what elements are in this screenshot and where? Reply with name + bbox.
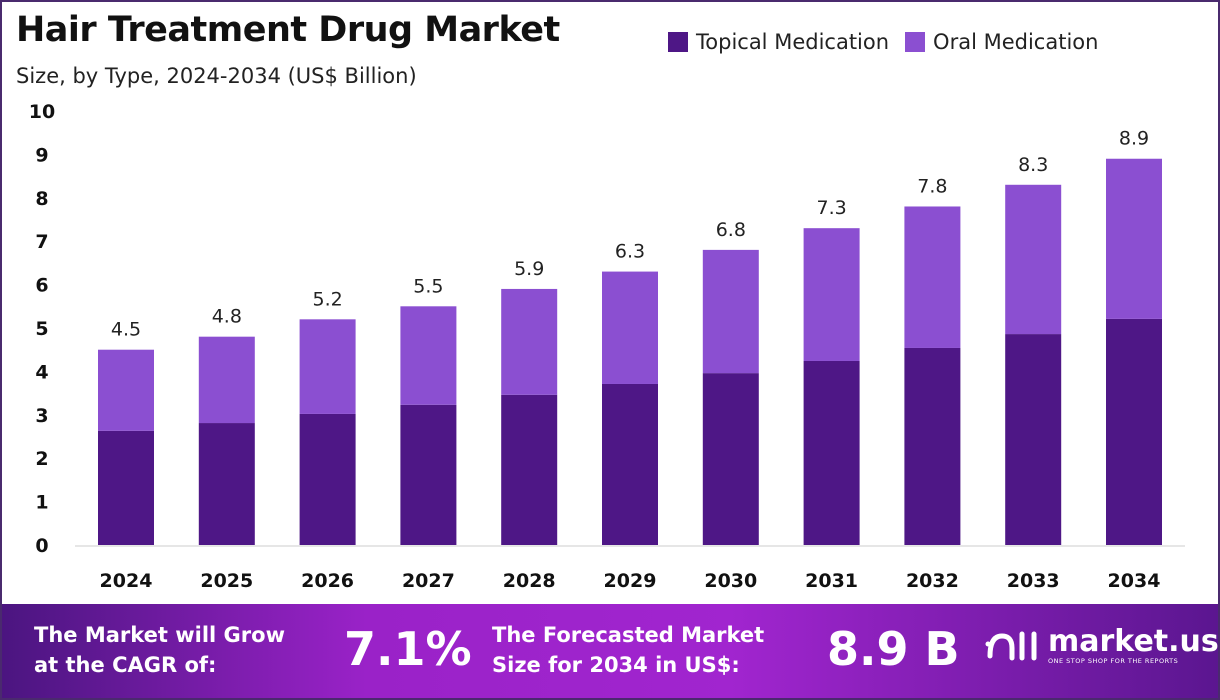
- bar-oral: [501, 288, 558, 395]
- legend-item-topical: Topical Medication: [668, 30, 889, 54]
- cagr-value: 7.1%: [344, 622, 472, 676]
- y-tick-label: 10: [29, 101, 55, 123]
- bar-topical: [1005, 334, 1062, 545]
- cagr-label: The Market will Grow at the CAGR of:: [34, 620, 285, 680]
- bar-oral: [198, 336, 255, 424]
- total-data-label: 5.9: [514, 258, 544, 280]
- x-tick-label: 2026: [301, 570, 354, 592]
- x-tick-label: 2024: [100, 570, 153, 592]
- bar-topical: [1106, 318, 1162, 545]
- x-tick-label: 2025: [200, 570, 253, 592]
- legend-swatch-oral: [905, 32, 926, 52]
- bar-topical: [198, 423, 255, 545]
- y-tick-label: 4: [35, 361, 48, 383]
- total-data-label: 4.5: [111, 319, 141, 341]
- legend-label-topical: Topical Medication: [696, 30, 890, 54]
- y-tick-label: 7: [35, 231, 48, 253]
- bar-oral: [1106, 158, 1162, 319]
- x-tick-label: 2028: [503, 570, 556, 592]
- x-tick-label: 2033: [1007, 570, 1060, 592]
- total-data-label: 8.3: [1018, 154, 1048, 176]
- brand-logo: market.us ONE STOP SHOP FOR THE REPORTS: [984, 626, 1219, 666]
- x-tick-label: 2029: [604, 570, 657, 592]
- y-tick-label: 2: [35, 448, 48, 470]
- bar-oral: [299, 319, 356, 414]
- brand-name: market.us: [1048, 624, 1219, 659]
- y-tick-label: 3: [35, 405, 48, 427]
- total-data-label: 5.2: [312, 288, 342, 310]
- bar-oral: [803, 228, 860, 361]
- bar-topical: [299, 413, 356, 545]
- x-tick-label: 2034: [1108, 570, 1161, 592]
- x-tick-label: 2032: [906, 570, 959, 592]
- y-tick-label: 1: [35, 492, 48, 514]
- chart-title: Hair Treatment Drug Market: [16, 10, 560, 50]
- total-data-label: 6.3: [615, 241, 645, 263]
- forecast-label-line2: Size for 2034 in US$:: [492, 653, 740, 677]
- total-data-label: 8.9: [1119, 128, 1149, 150]
- legend-item-oral: Oral Medication: [905, 30, 1098, 54]
- bar-oral: [400, 306, 457, 405]
- forecast-label: The Forecasted Market Size for 2034 in US…: [492, 620, 764, 680]
- y-tick-label: 5: [35, 318, 48, 340]
- bar-topical: [501, 394, 558, 545]
- chart-subtitle: Size, by Type, 2024-2034 (US$ Billion): [16, 64, 417, 88]
- x-tick-label: 2031: [805, 570, 858, 592]
- bar-oral: [602, 271, 658, 384]
- chart-plot: 0 1 2 3 4 5 6 7 8 9 10 4.5 2024 4.8 2025 5.2 2026 5.5 2027…: [29, 101, 1185, 592]
- forecast-value: 8.9 B: [827, 622, 960, 676]
- y-tick-label: 8: [35, 188, 48, 210]
- x-tick-label: 2027: [402, 570, 455, 592]
- total-data-label: 7.3: [816, 197, 846, 219]
- logo-mark-icon: [985, 631, 1037, 661]
- footer-banner: The Market will Grow at the CAGR of: 7.1%…: [2, 604, 1219, 698]
- bar-oral: [1005, 184, 1062, 335]
- forecast-label-line1: The Forecasted Market: [492, 623, 765, 647]
- bar-oral: [904, 206, 961, 348]
- bar-topical: [602, 383, 658, 545]
- bar-topical: [98, 430, 154, 545]
- bar-topical: [904, 347, 961, 545]
- y-tick-label: 0: [35, 535, 48, 557]
- legend-label-oral: Oral Medication: [933, 30, 1099, 54]
- legend-swatch-topical: [668, 32, 688, 52]
- total-data-label: 5.5: [413, 275, 443, 297]
- bar-oral: [98, 349, 154, 431]
- brand-tagline: ONE STOP SHOP FOR THE REPORTS: [1048, 657, 1179, 665]
- x-tick-label: 2030: [704, 570, 757, 592]
- bar-oral: [702, 249, 759, 374]
- y-tick-label: 9: [35, 144, 48, 166]
- cagr-label-line2: at the CAGR of:: [34, 653, 217, 677]
- total-data-label: 4.8: [212, 306, 242, 328]
- legend: Topical Medication Oral Medication: [668, 30, 1098, 54]
- bar-topical: [400, 404, 457, 545]
- y-tick-label: 6: [35, 275, 48, 297]
- total-data-label: 7.8: [917, 175, 947, 197]
- bar-topical: [803, 360, 860, 545]
- cagr-label-line1: The Market will Grow: [34, 623, 285, 647]
- total-data-label: 6.8: [716, 219, 746, 241]
- bar-topical: [702, 373, 759, 545]
